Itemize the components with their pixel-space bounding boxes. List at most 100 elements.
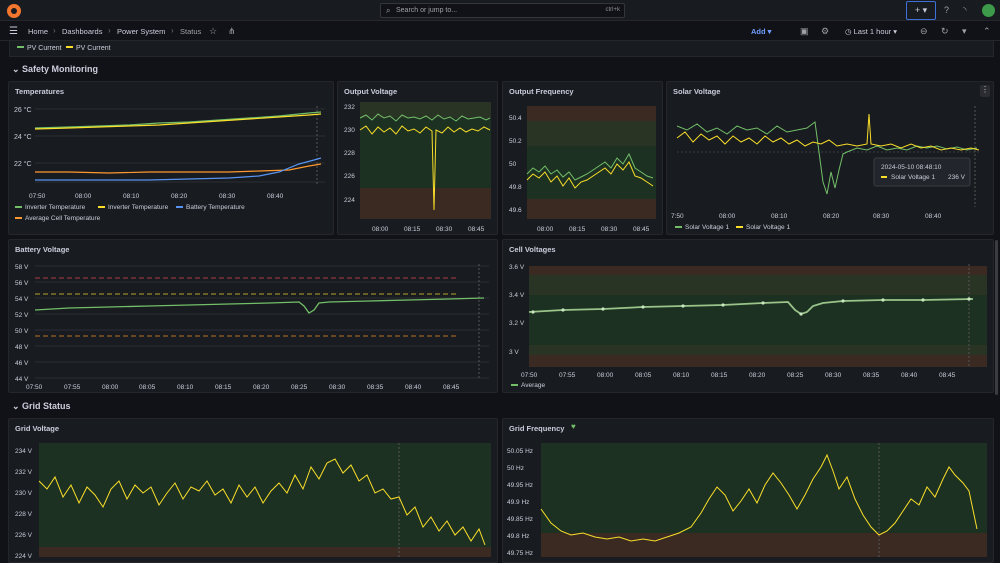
search-shortcut: ctrl+k [605, 7, 620, 13]
y-tick: 58 V [15, 264, 29, 271]
y-tick: 52 V [15, 312, 29, 319]
settings-icon[interactable]: ⚙ [821, 26, 830, 36]
chevron-right-icon: › [53, 26, 56, 35]
x-tick: 08:25 [787, 372, 804, 379]
legend-item: Inverter Temperature [108, 204, 169, 211]
series-grid-voltage [38, 458, 486, 546]
panel-title: Grid Frequency [509, 424, 565, 433]
x-tick: 08:30 [825, 372, 842, 379]
series-battery-voltage [34, 297, 485, 314]
menu-icon[interactable]: ☰ [9, 26, 18, 37]
x-tick: 07:55 [559, 372, 576, 379]
y-tick: 50.4 [509, 115, 522, 122]
x-tick: 08:20 [171, 193, 188, 200]
row-grid-status[interactable]: ⌄ Grid Status [12, 401, 71, 411]
x-tick: 08:30 [601, 226, 618, 233]
y-tick: 54 V [15, 296, 29, 303]
x-tick: 08:10 [123, 193, 140, 200]
x-tick: 08:00 [75, 193, 92, 200]
panel-title: Cell Voltages [509, 245, 556, 254]
y-tick: 3.4 V [509, 292, 525, 299]
breadcrumb-home[interactable]: Home [28, 27, 49, 36]
x-tick: 08:45 [939, 372, 956, 379]
collapse-icon[interactable]: ⌃ [983, 26, 991, 36]
x-tick: 08:15 [215, 384, 232, 391]
star-icon[interactable]: ☆ [209, 26, 218, 36]
series-inverter-temperature-yellow [34, 113, 322, 130]
legend-pv-current-2: PV Current [76, 45, 111, 52]
add-button[interactable]: Add ▾ [751, 27, 772, 36]
search-icon: ⌕ [386, 6, 391, 15]
row-title: Safety Monitoring [22, 64, 99, 74]
y-tick: 49.8 Hz [507, 533, 529, 540]
chevron-right-icon: › [171, 26, 174, 35]
y-tick: 50 V [15, 328, 29, 335]
series-output-frequency-green [526, 152, 654, 181]
grafana-logo-icon[interactable] [7, 4, 21, 18]
refresh-interval-chevron-icon[interactable]: ▾ [962, 26, 967, 36]
breadcrumb-dashboards[interactable]: Dashboards [62, 27, 103, 36]
x-tick: 08:00 [102, 384, 119, 391]
series-solar-voltage-1-green [676, 121, 978, 195]
series-output-frequency-yellow [526, 161, 654, 189]
x-tick: 08:10 [177, 384, 194, 391]
row-safety-monitoring[interactable]: ⌄ Safety Monitoring [12, 64, 99, 74]
tooltip-time: 2024-05-10 08:48:10 [881, 164, 942, 171]
panel-grid-voltage: Grid Voltage 234 V 232 V 230 V 228 V 226… [8, 418, 498, 563]
series-markers [531, 297, 971, 316]
breadcrumb-status: Status [180, 27, 202, 36]
y-tick: 50.05 Hz [507, 448, 533, 455]
news-rss-icon[interactable]: ◝ [963, 5, 967, 15]
panel-menu-icon[interactable]: ⋮ [980, 85, 990, 97]
tooltip: 2024-05-10 08:48:10 Solar Voltage 1 236 … [873, 157, 971, 187]
x-tick: 08:30 [219, 193, 236, 200]
y-tick-labels: 50.4 50.2 50 49.8 49.6 [509, 115, 522, 214]
time-picker[interactable]: ◷ Last 1 hour ▾ [845, 27, 898, 36]
panel-title: Output Frequency [509, 87, 574, 96]
y-tick: 56 V [15, 280, 29, 287]
save-icon[interactable]: ▣ [800, 26, 809, 36]
series-average-cell-temperature [35, 163, 322, 174]
search-box[interactable]: ⌕ Search or jump to... ctrl+k [380, 3, 625, 18]
legend-item: Solar Voltage 1 [746, 224, 790, 231]
y-tick-labels: 50.05 Hz 50 Hz 49.95 Hz 49.9 Hz 49.85 Hz… [507, 448, 533, 557]
panel-cell-voltages: Cell Voltages 3.6 V 3.4 V 3.2 V 3 V 07:5… [502, 239, 994, 393]
share-icon[interactable]: ⋔ [228, 26, 236, 36]
new-button[interactable]: + ▾ [906, 1, 936, 20]
tooltip-series: Solar Voltage 1 [891, 174, 935, 181]
avatar[interactable] [982, 4, 995, 17]
x-tick: 7:50 [671, 213, 684, 220]
x-tick: 08:35 [367, 384, 384, 391]
legend: Average [511, 382, 545, 389]
x-tick: 08:05 [139, 384, 156, 391]
y-tick-labels: 232 230 228 226 224 [344, 104, 355, 204]
x-tick-labels: 07:50 08:00 08:10 08:20 08:30 08:40 [29, 193, 284, 200]
refresh-icon[interactable]: ↻ [941, 26, 949, 36]
help-icon[interactable]: ? [944, 5, 950, 15]
series-inverter-temperature-green [34, 111, 322, 129]
y-tick-labels: 58 V 56 V 54 V 52 V 50 V 48 V 46 V 44 V [15, 264, 29, 383]
y-tick: 49.85 Hz [507, 516, 533, 523]
y-tick: 224 [344, 197, 355, 204]
x-tick: 08:30 [329, 384, 346, 391]
x-tick: 08:15 [711, 372, 728, 379]
series-output-voltage-yellow [359, 125, 491, 211]
search-placeholder: Search or jump to... [396, 7, 458, 14]
y-tick: 22 °C [14, 160, 32, 168]
x-tick: 08:35 [863, 372, 880, 379]
scrollbar[interactable] [995, 240, 998, 395]
breadcrumb-power-system[interactable]: Power System [117, 27, 166, 36]
zoom-out-icon[interactable]: ⊖ [920, 26, 928, 36]
y-tick: 224 V [15, 553, 33, 560]
series-battery-temperature [35, 157, 322, 181]
x-tick-labels: 07:50 07:55 08:00 08:05 08:10 08:15 08:2… [26, 384, 460, 391]
panel-title: Solar Voltage [673, 87, 721, 96]
x-tick: 08:20 [749, 372, 766, 379]
y-tick-labels: 3.6 V 3.4 V 3.2 V 3 V [509, 264, 525, 356]
y-tick: 46 V [15, 360, 29, 367]
x-tick-labels: 7:50 08:00 08:10 08:20 08:30 08:40 [671, 213, 942, 220]
series-solar-voltage-1-yellow [676, 113, 980, 151]
x-tick: 08:15 [404, 226, 421, 233]
x-tick: 08:40 [901, 372, 918, 379]
panel-title: Temperatures [15, 87, 65, 96]
